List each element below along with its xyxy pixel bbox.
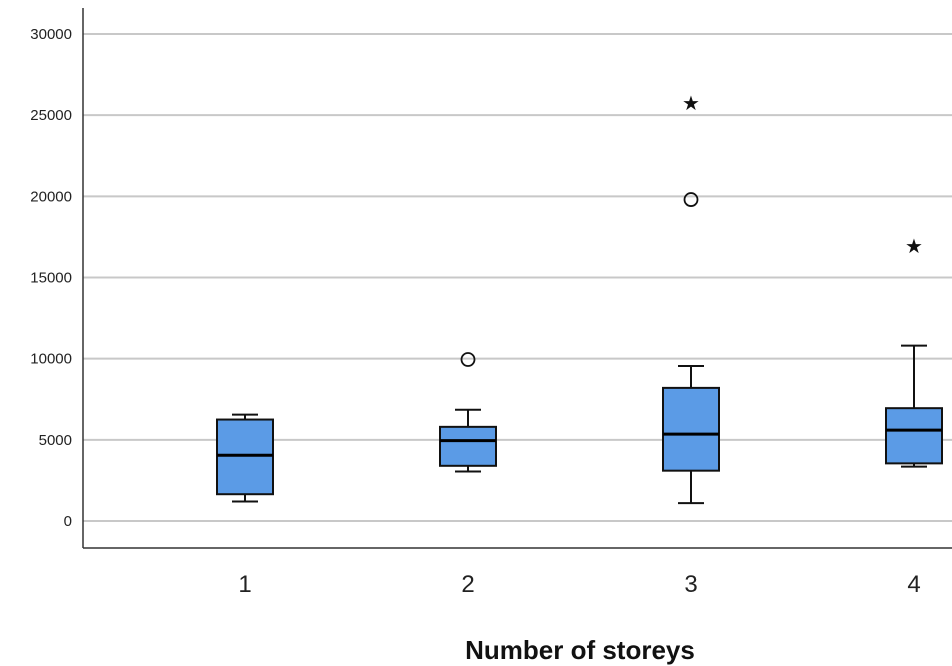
x-tick-label: 4 <box>907 571 920 598</box>
y-tick-label: 25000 <box>30 107 72 124</box>
outlier-point <box>460 352 476 367</box>
x-tick-label: 2 <box>461 571 474 598</box>
x-axis-label: Number of storeys <box>465 635 695 665</box>
boxes: ★★ <box>216 91 943 505</box>
x-tick-label: 3 <box>684 571 697 598</box>
x-tick-label: 1 <box>238 571 251 598</box>
outlier-point <box>683 192 699 207</box>
y-tick-label: 15000 <box>30 270 72 287</box>
x-axis-ticks: 1 2 3 4 <box>238 571 920 598</box>
extreme-point: ★ <box>905 234 923 258</box>
iqr-box <box>662 386 720 472</box>
y-tick-label: 30000 <box>30 26 72 43</box>
iqr-box <box>439 425 497 467</box>
y-tick-label: 0 <box>64 513 72 530</box>
box-group-3: ★ <box>662 91 720 505</box>
y-tick-label: 20000 <box>30 188 72 205</box>
box-group-2 <box>439 352 497 473</box>
extreme-point: ★ <box>682 91 700 115</box>
box-group-4: ★ <box>885 234 943 468</box>
y-axis-ticks: 0 5000 10000 15000 20000 25000 30000 <box>30 26 72 530</box>
y-tick-label: 10000 <box>30 351 72 368</box>
iqr-box <box>216 418 274 496</box>
box-group-1 <box>216 413 274 503</box>
y-tick-label: 5000 <box>39 432 72 449</box>
iqr-box <box>885 407 943 465</box>
gridlines <box>83 33 952 522</box>
